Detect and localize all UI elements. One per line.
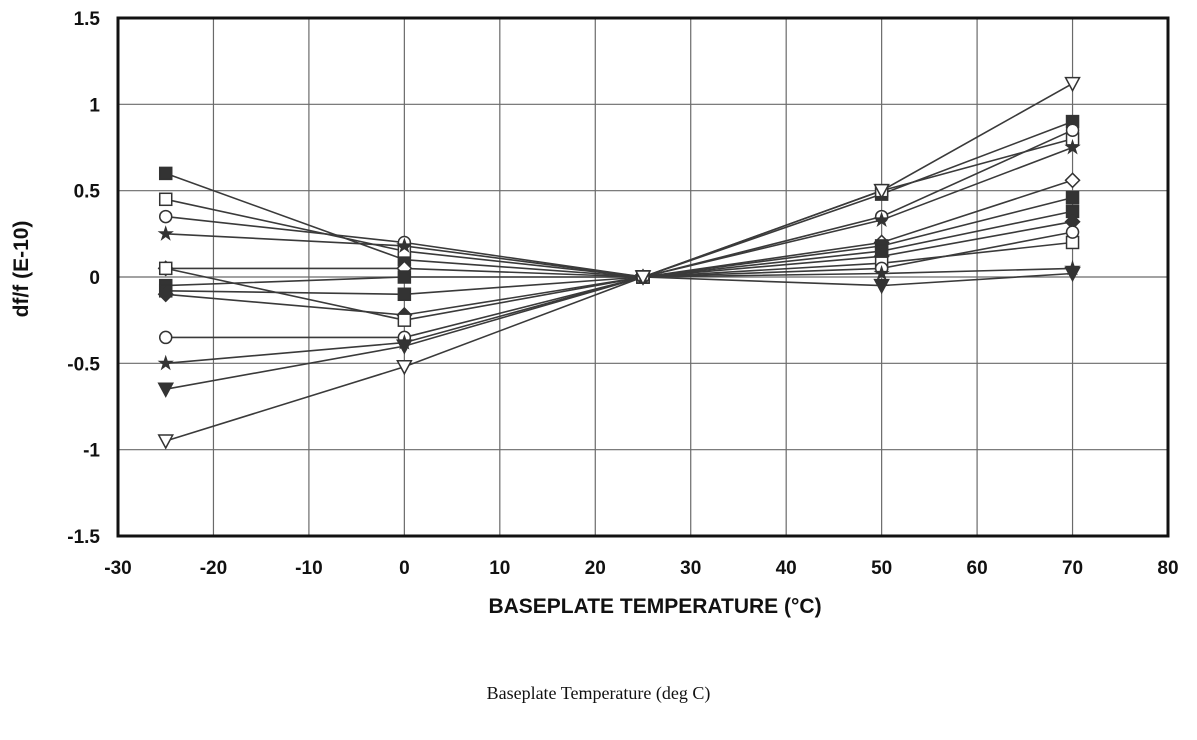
data-point [1065,225,1080,239]
series-markers [157,76,1081,450]
x-tick-label: 60 [967,558,988,579]
data-point [634,270,652,286]
x-tick-label: 70 [1062,558,1083,579]
data-point [158,192,173,207]
data-point [1064,76,1081,93]
data-point [397,287,412,302]
data-point [158,261,173,276]
x-tick-label: -20 [200,558,227,579]
data-point [1064,138,1081,155]
data-point [158,330,173,345]
data-point [158,209,173,224]
x-tick-label: 0 [399,558,410,579]
data-point [157,225,174,241]
y-tick-label: 0 [89,268,100,289]
x-tick-label: 20 [585,558,606,579]
y-tick-label: -0.5 [67,354,100,375]
figure-caption: Baseplate Temperature (deg C) [486,683,711,703]
x-tick-label: 50 [871,558,892,579]
x-tick-label: -10 [295,558,322,579]
y-tick-label: 1 [89,95,100,116]
x-tick-label: 30 [680,558,701,579]
data-point [873,278,890,295]
data-point [1065,190,1080,205]
series-line [165,129,1073,278]
data-point [396,237,413,253]
x-tick-label: -30 [104,558,131,579]
data-point [157,382,174,398]
y-tick-label: 0.5 [74,182,101,203]
x-tick-label: 10 [489,558,510,579]
data-point [873,264,890,281]
data-point [157,434,174,450]
data-point [397,270,412,284]
data-point [396,360,413,376]
data-point [158,166,173,181]
data-point [157,286,174,303]
series-lines [165,82,1073,442]
x-axis-title: BASEPLATE TEMPERATURE (°C) [488,595,821,618]
y-tick-label: 1.5 [74,9,101,30]
series-line [165,82,1073,442]
data-point [1064,266,1081,283]
y-tick-label: -1.5 [67,527,100,548]
data-point [873,211,890,228]
data-point [873,183,890,200]
x-tick-label: 80 [1157,558,1178,579]
data-point [1065,123,1080,137]
data-point [396,339,413,355]
y-tick-label: -1 [83,441,100,462]
series-line [165,272,1073,390]
y-axis-title: df/f (E-10) [10,221,33,318]
data-point [157,354,174,371]
chart: -30 -20 -10 0 10 20 30 40 50 60 70 80 -1.5 -1 -0.5 0 0.5… [10,9,1179,618]
data-point [1064,172,1081,189]
x-tick-label: 40 [776,558,797,579]
tick-labels: -30 -20 -10 0 10 20 30 40 50 60 70 80 -1.5 -1 -0.5 0 0.5… [67,9,1178,579]
plot-frame [116,16,1170,538]
data-point [397,313,412,327]
